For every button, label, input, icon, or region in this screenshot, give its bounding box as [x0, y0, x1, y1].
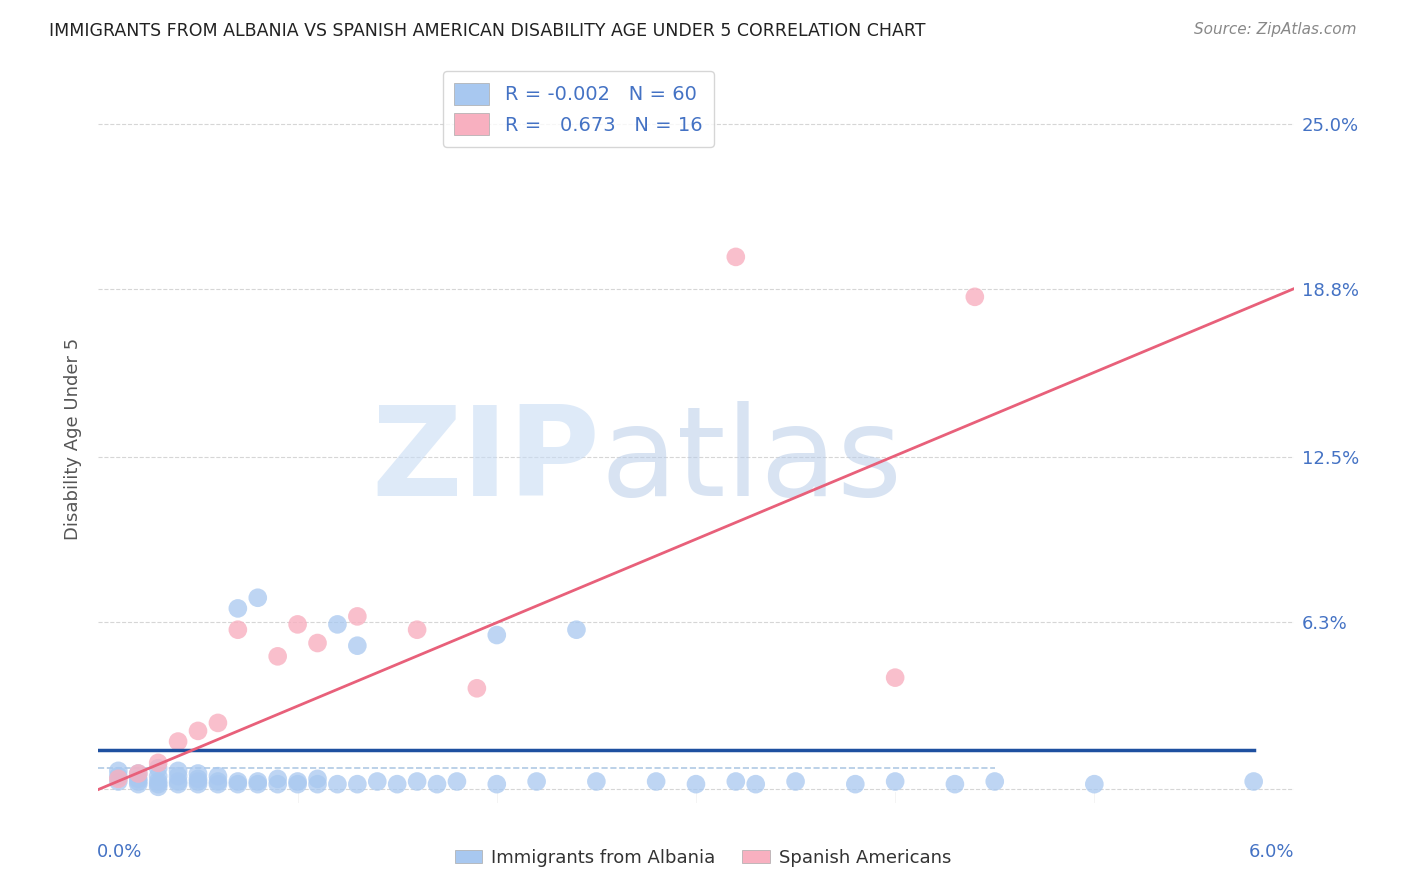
- Point: [207, 769, 229, 783]
- Point: [943, 777, 966, 791]
- Text: atlas: atlas: [600, 401, 903, 522]
- Point: [246, 774, 269, 789]
- Point: [406, 623, 429, 637]
- Point: [785, 774, 807, 789]
- Point: [385, 777, 409, 791]
- Y-axis label: Disability Age Under 5: Disability Age Under 5: [65, 338, 83, 541]
- Point: [406, 774, 429, 789]
- Point: [127, 774, 149, 789]
- Point: [148, 774, 170, 789]
- Point: [148, 761, 170, 775]
- Point: [167, 774, 190, 789]
- Legend: Immigrants from Albania, Spanish Americans: Immigrants from Albania, Spanish America…: [449, 842, 957, 874]
- Point: [107, 772, 129, 786]
- Point: [207, 777, 229, 791]
- Point: [724, 774, 747, 789]
- Point: [465, 681, 488, 696]
- Point: [366, 774, 388, 789]
- Point: [346, 639, 368, 653]
- Point: [167, 769, 190, 783]
- Point: [107, 774, 129, 789]
- Point: [226, 623, 249, 637]
- Point: [148, 780, 170, 794]
- Point: [148, 777, 170, 791]
- Point: [884, 774, 907, 789]
- Point: [984, 774, 1007, 789]
- Point: [426, 777, 449, 791]
- Point: [485, 777, 508, 791]
- Point: [485, 628, 508, 642]
- Point: [1083, 777, 1105, 791]
- Point: [226, 777, 249, 791]
- Point: [963, 290, 986, 304]
- Point: [307, 636, 329, 650]
- Point: [167, 777, 190, 791]
- Legend: R = -0.002   N = 60, R =   0.673   N = 16: R = -0.002 N = 60, R = 0.673 N = 16: [443, 71, 714, 147]
- Text: 6.0%: 6.0%: [1249, 843, 1295, 861]
- Point: [585, 774, 607, 789]
- Text: ZIP: ZIP: [371, 401, 600, 522]
- Point: [167, 764, 190, 778]
- Point: [307, 772, 329, 786]
- Point: [565, 623, 588, 637]
- Point: [326, 777, 349, 791]
- Point: [207, 715, 229, 730]
- Point: [107, 764, 129, 778]
- Point: [127, 772, 149, 786]
- Point: [267, 777, 290, 791]
- Point: [287, 774, 309, 789]
- Point: [187, 772, 209, 786]
- Text: IMMIGRANTS FROM ALBANIA VS SPANISH AMERICAN DISABILITY AGE UNDER 5 CORRELATION C: IMMIGRANTS FROM ALBANIA VS SPANISH AMERI…: [49, 22, 925, 40]
- Point: [127, 766, 149, 780]
- Point: [724, 250, 747, 264]
- Point: [346, 609, 368, 624]
- Point: [1243, 774, 1265, 789]
- Point: [167, 734, 190, 748]
- Point: [287, 617, 309, 632]
- Point: [226, 774, 249, 789]
- Point: [127, 766, 149, 780]
- Point: [127, 777, 149, 791]
- Point: [307, 777, 329, 791]
- Point: [844, 777, 866, 791]
- Point: [207, 774, 229, 789]
- Point: [187, 777, 209, 791]
- Point: [246, 777, 269, 791]
- Point: [745, 777, 768, 791]
- Point: [107, 769, 129, 783]
- Point: [346, 777, 368, 791]
- Point: [645, 774, 668, 789]
- Point: [267, 649, 290, 664]
- Point: [446, 774, 468, 789]
- Point: [326, 617, 349, 632]
- Point: [526, 774, 548, 789]
- Point: [148, 769, 170, 783]
- Point: [287, 777, 309, 791]
- Point: [148, 756, 170, 770]
- Text: Source: ZipAtlas.com: Source: ZipAtlas.com: [1194, 22, 1357, 37]
- Point: [246, 591, 269, 605]
- Point: [884, 671, 907, 685]
- Point: [187, 723, 209, 738]
- Point: [187, 774, 209, 789]
- Point: [226, 601, 249, 615]
- Point: [267, 772, 290, 786]
- Point: [187, 766, 209, 780]
- Point: [685, 777, 707, 791]
- Text: 0.0%: 0.0%: [97, 843, 142, 861]
